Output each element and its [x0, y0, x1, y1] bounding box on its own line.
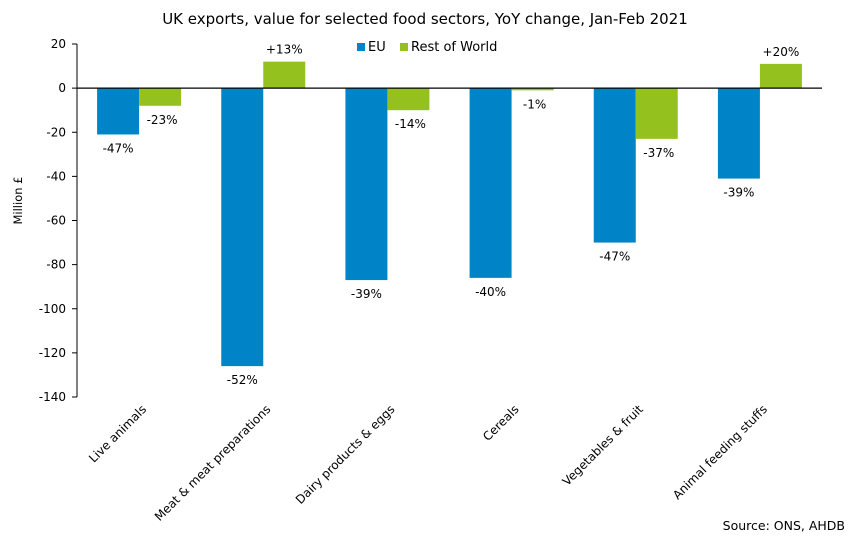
category-label: Animal feeding stuffs: [670, 402, 770, 502]
y-axis: 20 0 -20 -40 -60 -80 -100 -120 -140: [39, 37, 78, 404]
data-label: -1%: [523, 97, 546, 111]
y-tick-label: -80: [46, 258, 66, 272]
legend-label-eu: EU: [368, 40, 386, 55]
data-label: -39%: [723, 186, 754, 200]
bar-rest-of-world: [759, 63, 802, 89]
category-label: Meat & meat preparations: [152, 402, 274, 524]
data-labels-group: -47% -23% -52% +13% -39% -14% -40% -1% -47% -37% -…: [103, 43, 800, 387]
bar-rest-of-world: [511, 88, 554, 91]
y-tick-label: -140: [39, 390, 66, 404]
legend: EU Rest of World: [357, 40, 497, 55]
data-label: -40%: [475, 285, 506, 299]
bar-rest-of-world: [387, 88, 430, 111]
category-label: Vegetables & fruit: [560, 402, 647, 489]
legend-swatch-rest-of-world: [400, 43, 408, 51]
y-tick-label: 20: [51, 37, 66, 51]
data-label: -47%: [599, 250, 630, 264]
bar-eu: [593, 88, 636, 243]
bar-eu: [345, 88, 388, 281]
y-axis-title: Million £: [11, 177, 25, 225]
bar-rest-of-world: [635, 88, 678, 139]
y-tick-label: -20: [46, 125, 66, 139]
data-label: -14%: [395, 117, 426, 131]
data-label: -39%: [351, 287, 382, 301]
legend-label-rest-of-world: Rest of World: [411, 40, 497, 55]
data-label: -37%: [643, 146, 674, 160]
y-tick-label: -120: [39, 346, 66, 360]
bar-eu: [717, 88, 760, 179]
legend-swatch-eu: [357, 43, 365, 51]
data-label: +20%: [763, 45, 800, 59]
category-labels-group: Live animals Meat & meat preparations Dair…: [86, 402, 770, 524]
bar-rest-of-world: [263, 61, 306, 89]
category-label: Live animals: [86, 402, 149, 465]
bar-eu: [221, 88, 264, 367]
y-tick-label: -100: [39, 302, 66, 316]
data-label: +13%: [266, 43, 303, 57]
y-tick-label: -60: [46, 214, 66, 228]
category-label: Cereals: [480, 402, 522, 444]
bars-group: [97, 61, 802, 367]
bar-eu: [97, 88, 140, 135]
category-label: Dairy products & eggs: [293, 402, 398, 507]
bar-eu: [469, 88, 512, 278]
y-tick-label: -40: [46, 169, 66, 183]
chart-title: UK exports, value for selected food sect…: [162, 10, 688, 28]
y-tick-label: 0: [58, 81, 66, 95]
bar-rest-of-world: [139, 88, 182, 106]
source-note: Source: ONS, AHDB: [723, 518, 845, 533]
data-label: -23%: [147, 113, 178, 127]
data-label: -47%: [103, 141, 134, 155]
data-label: -52%: [227, 373, 258, 387]
